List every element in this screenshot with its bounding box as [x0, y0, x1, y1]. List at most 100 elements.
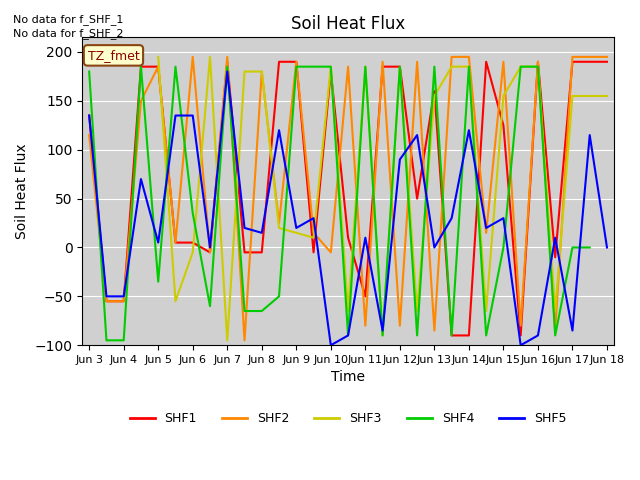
SHF4 — [154, 279, 162, 285]
SHF1 — [551, 254, 559, 260]
SHF1 — [483, 59, 490, 65]
SHF3 — [172, 299, 179, 304]
SHF5 — [327, 342, 335, 348]
SHF4 — [483, 333, 490, 338]
SHF5 — [603, 245, 611, 251]
SHF3 — [379, 333, 387, 338]
Text: No data for f_SHF_1: No data for f_SHF_1 — [13, 13, 123, 24]
SHF3 — [258, 69, 266, 74]
SHF1 — [603, 59, 611, 65]
SHF5 — [396, 156, 404, 162]
SHF5 — [102, 293, 110, 299]
SHF2 — [500, 59, 508, 65]
SHF3 — [223, 337, 231, 343]
SHF3 — [206, 54, 214, 60]
SHF2 — [85, 132, 93, 138]
SHF5 — [483, 225, 490, 231]
SHF2 — [137, 98, 145, 104]
SHF4 — [448, 333, 456, 338]
SHF1 — [102, 299, 110, 304]
SHF2 — [448, 54, 456, 60]
SHF4 — [189, 210, 196, 216]
SHF2 — [223, 54, 231, 60]
SHF2 — [344, 64, 352, 70]
SHF2 — [275, 220, 283, 226]
SHF3 — [154, 54, 162, 60]
SHF5 — [431, 245, 438, 251]
SHF3 — [534, 64, 542, 70]
SHF4 — [206, 303, 214, 309]
SHF5 — [379, 328, 387, 334]
SHF3 — [362, 64, 369, 70]
SHF1 — [344, 235, 352, 240]
SHF2 — [258, 69, 266, 74]
SHF5 — [534, 333, 542, 338]
SHF1 — [310, 250, 317, 255]
SHF5 — [120, 293, 127, 299]
SHF4 — [258, 308, 266, 314]
SHF2 — [120, 299, 127, 304]
SHF1 — [396, 64, 404, 70]
SHF2 — [603, 54, 611, 60]
SHF1 — [465, 333, 473, 338]
SHF3 — [275, 225, 283, 231]
SHF4 — [413, 333, 421, 338]
SHF4 — [85, 69, 93, 74]
SHF4 — [379, 333, 387, 338]
SHF4 — [517, 64, 525, 70]
Line: SHF2: SHF2 — [89, 57, 607, 340]
SHF5 — [275, 127, 283, 133]
SHF4 — [275, 293, 283, 299]
SHF4 — [223, 64, 231, 70]
SHF3 — [551, 308, 559, 314]
SHF5 — [413, 132, 421, 138]
SHF1 — [85, 113, 93, 119]
SHF1 — [568, 59, 576, 65]
SHF4 — [586, 245, 593, 251]
SHF3 — [500, 93, 508, 99]
SHF2 — [431, 328, 438, 334]
SHF5 — [172, 113, 179, 119]
SHF5 — [500, 215, 508, 221]
SHF2 — [154, 64, 162, 70]
SHF1 — [223, 59, 231, 65]
SHF5 — [241, 225, 248, 231]
SHF3 — [344, 308, 352, 314]
SHF5 — [586, 132, 593, 138]
SHF1 — [431, 88, 438, 94]
SHF3 — [483, 308, 490, 314]
SHF5 — [517, 342, 525, 348]
Title: Soil Heat Flux: Soil Heat Flux — [291, 15, 405, 33]
SHF1 — [275, 59, 283, 65]
SHF4 — [396, 64, 404, 70]
SHF5 — [85, 113, 93, 119]
SHF4 — [568, 245, 576, 251]
SHF1 — [189, 240, 196, 245]
SHF2 — [241, 337, 248, 343]
SHF4 — [465, 64, 473, 70]
Text: TZ_fmet: TZ_fmet — [88, 49, 140, 62]
SHF1 — [327, 69, 335, 74]
SHF4 — [362, 64, 369, 70]
SHF4 — [102, 337, 110, 343]
SHF1 — [241, 250, 248, 255]
SHF5 — [568, 328, 576, 334]
Y-axis label: Soil Heat Flux: Soil Heat Flux — [15, 144, 29, 239]
SHF4 — [431, 64, 438, 70]
SHF1 — [258, 250, 266, 255]
SHF3 — [189, 250, 196, 255]
SHF3 — [292, 230, 300, 236]
SHF4 — [344, 333, 352, 338]
SHF3 — [603, 93, 611, 99]
SHF4 — [137, 64, 145, 70]
SHF3 — [310, 235, 317, 240]
SHF2 — [517, 323, 525, 328]
SHF1 — [586, 59, 593, 65]
SHF3 — [568, 93, 576, 99]
X-axis label: Time: Time — [331, 371, 365, 384]
SHF1 — [379, 64, 387, 70]
SHF5 — [362, 235, 369, 240]
SHF4 — [172, 64, 179, 70]
SHF2 — [206, 250, 214, 255]
SHF5 — [465, 127, 473, 133]
